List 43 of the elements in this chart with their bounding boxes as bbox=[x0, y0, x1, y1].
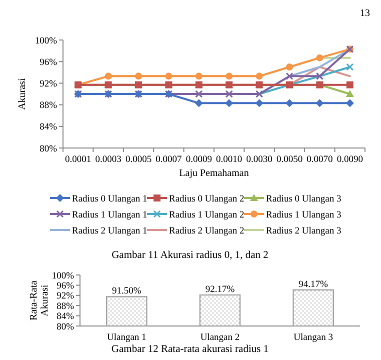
x-tick-label: 0.0005 bbox=[125, 155, 152, 165]
legend-label: Radius 0 Ulangan 3 bbox=[266, 194, 342, 204]
x-tick-label: Ulangan 1 bbox=[107, 333, 147, 343]
legend-label: Radius 1 Ulangan 1 bbox=[72, 210, 148, 220]
y-tick-label: 80% bbox=[40, 144, 58, 154]
legend-label: Radius 2 Ulangan 2 bbox=[169, 226, 244, 236]
x-tick-label: 0.0009 bbox=[186, 155, 212, 165]
x-axis-title: Laju Pemahaman bbox=[179, 168, 249, 179]
y-tick-label: 92% bbox=[56, 292, 74, 302]
y-tick-label: 92% bbox=[40, 80, 58, 90]
y-tick-label: 80% bbox=[56, 322, 74, 332]
text: Gambar 12 Rata-rata akurasi radius 1 bbox=[111, 344, 269, 355]
x-tick-label: 0.0007 bbox=[156, 155, 182, 165]
y-tick-label: 88% bbox=[56, 302, 74, 312]
x-tick-label: Ulangan 3 bbox=[294, 333, 334, 343]
y-tick-label: 96% bbox=[56, 282, 74, 292]
x-tick-label: 0.0030 bbox=[246, 155, 273, 165]
legend-label: Radius 1 Ulangan 2 bbox=[169, 210, 244, 220]
x-tick-label: 0.0070 bbox=[306, 155, 334, 165]
y-axis-title: Rata-Rata Akurasi bbox=[28, 280, 50, 320]
y-tick-label: 84% bbox=[40, 122, 58, 133]
y-axis-title: Akurasi bbox=[17, 78, 28, 110]
text: Gambar 11 Akurasi radius 0, 1, dan 2 bbox=[112, 250, 268, 261]
x-tick-label: 0.0001 bbox=[65, 155, 92, 165]
y-tick-label: 100% bbox=[52, 271, 74, 282]
legend-label: Radius 2 Ulangan 1 bbox=[72, 226, 148, 236]
data-label: 92.17% bbox=[205, 284, 235, 295]
y-tick-label: 84% bbox=[56, 312, 74, 322]
y-tick-label: 96% bbox=[40, 58, 58, 68]
y-tick-label: 88% bbox=[40, 101, 58, 112]
data-label: 91.50% bbox=[112, 286, 142, 297]
text: 13 bbox=[360, 8, 370, 19]
data-label: 94.17% bbox=[298, 280, 328, 290]
legend-label: Radius 0 Ulangan 1 bbox=[72, 194, 148, 204]
legend-label: Radius 0 Ulangan 2 bbox=[169, 194, 244, 204]
legend-label: Radius 2 Ulangan 3 bbox=[266, 226, 342, 236]
x-tick-label: 0.0050 bbox=[276, 155, 303, 165]
y-tick-label: 100% bbox=[34, 36, 58, 46]
x-tick-label: 0.0090 bbox=[336, 155, 364, 165]
x-tick-label: 0.0010 bbox=[216, 155, 242, 165]
legend-label: Radius 1 Ulangan 3 bbox=[266, 210, 342, 220]
x-tick-label: Ulangan 2 bbox=[200, 333, 240, 343]
x-tick-label: 0.0003 bbox=[95, 155, 122, 165]
